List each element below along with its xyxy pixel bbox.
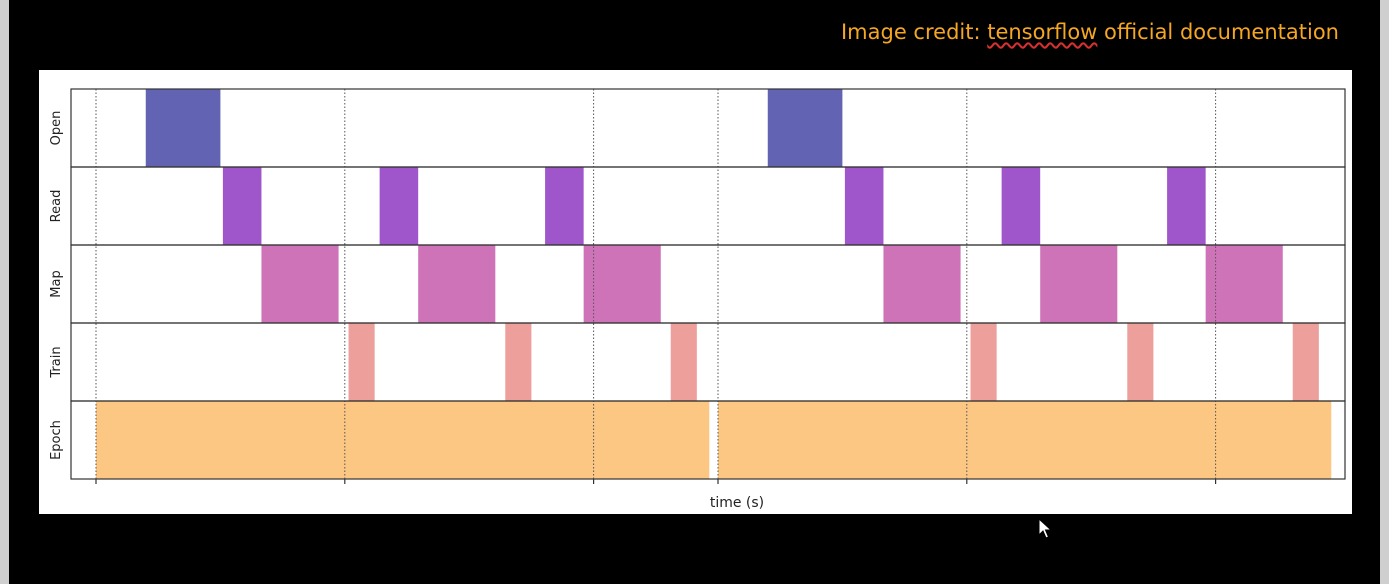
row-label-map: Map [49, 270, 64, 297]
left-frame-bar [0, 0, 9, 584]
chart-panel: Open Read Map Train Epoch time (s) [39, 70, 1352, 514]
mouse-cursor-icon [1038, 517, 1053, 545]
bar-open-2 [767, 89, 843, 167]
x-axis-label: time (s) [710, 495, 764, 511]
bar-read-6 [1167, 167, 1206, 245]
bar-read-3 [545, 167, 584, 245]
row-label-read: Read [49, 190, 64, 223]
bar-map-3 [583, 245, 661, 323]
row-frame-open [70, 88, 1346, 168]
bar-train-6 [1292, 323, 1319, 401]
row-frame-train [70, 322, 1346, 402]
bar-train-5 [1127, 323, 1154, 401]
row-label-epoch: Epoch [49, 420, 64, 460]
bar-train-2 [505, 323, 532, 401]
timeline-chart: Open Read Map Train Epoch time (s) [49, 88, 1346, 511]
bar-map-2 [418, 245, 496, 323]
bar-train-4 [970, 323, 997, 401]
bar-read-2 [379, 167, 419, 245]
bar-read-1 [222, 167, 262, 245]
right-frame-bar [1380, 0, 1389, 584]
bar-map-1 [261, 245, 339, 323]
row-label-train: Train [49, 346, 64, 378]
bar-open-1 [145, 89, 221, 167]
bar-map-6 [1205, 245, 1283, 323]
row-frame-epoch [70, 400, 1346, 480]
row-frame-read [70, 166, 1346, 246]
bar-map-4 [883, 245, 961, 323]
bar-epoch-1 [96, 401, 710, 479]
credit-link[interactable]: tensorflow [987, 20, 1098, 44]
credit-prefix: Image credit: [840, 20, 988, 44]
credit-suffix: official documentation [1097, 20, 1339, 44]
image-credit: Image credit: tensorflow official docume… [841, 20, 1339, 44]
bar-read-5 [1001, 167, 1041, 245]
bar-train-1 [348, 323, 375, 401]
bar-map-5 [1040, 245, 1118, 323]
bar-train-3 [670, 323, 697, 401]
bar-epoch-2 [718, 401, 1332, 479]
row-label-open: Open [49, 111, 64, 146]
bar-read-4 [844, 167, 884, 245]
